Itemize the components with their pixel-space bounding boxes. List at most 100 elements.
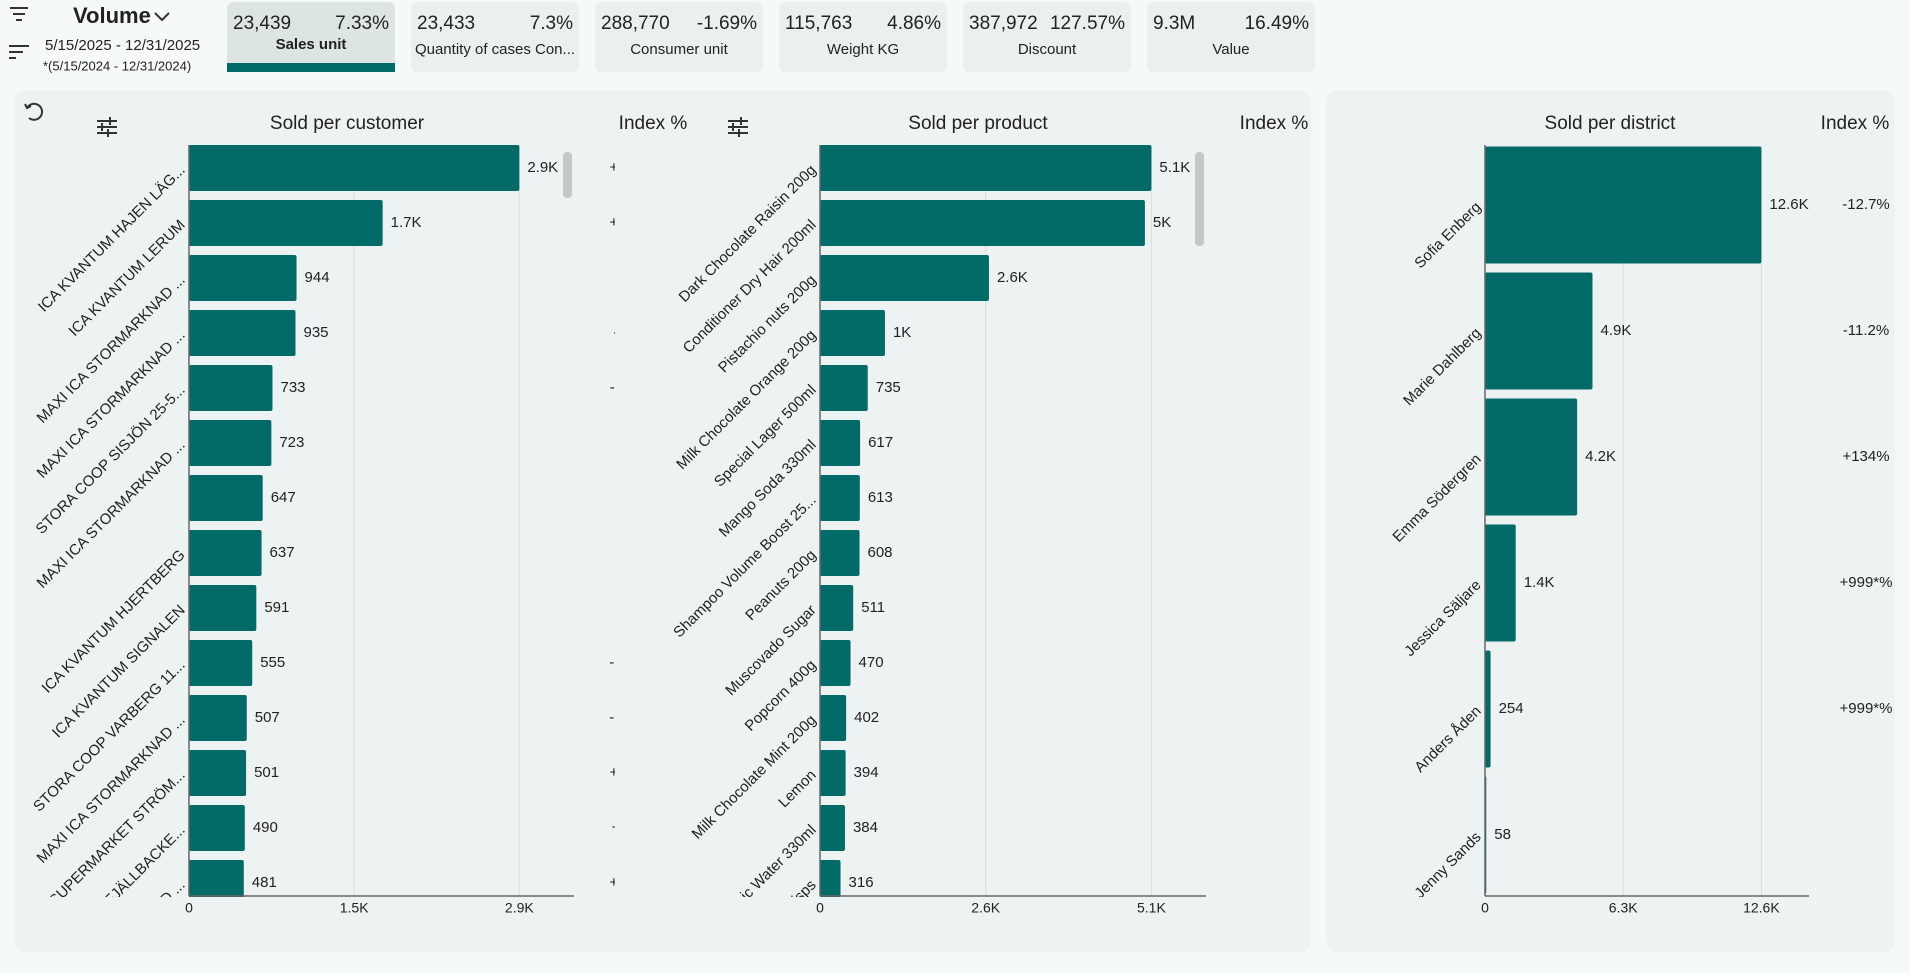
kpi-card[interactable]: 115,763 4.86% Weight KG xyxy=(779,2,947,72)
x-tick-label: 0 xyxy=(185,900,193,916)
value-label: 58 xyxy=(1494,826,1511,843)
index-value: -12.7% xyxy=(1842,196,1890,213)
index-value: +270% xyxy=(609,874,656,891)
bar[interactable] xyxy=(189,145,520,191)
bar[interactable] xyxy=(820,530,860,576)
period: 5/15/2025 - 12/31/2025 xyxy=(45,37,200,54)
kpi-label: Quantity of cases Con... xyxy=(415,41,575,58)
bar[interactable] xyxy=(820,200,1145,246)
bar[interactable] xyxy=(1485,272,1593,390)
bar[interactable] xyxy=(189,860,244,906)
value-label: 470 xyxy=(859,654,884,671)
value-label: 254 xyxy=(1499,700,1524,717)
kpi-card[interactable]: 387,972 127.57% Discount xyxy=(963,2,1131,72)
x-tick-label: 0 xyxy=(1481,900,1489,916)
comparison-period: *(5/15/2024 - 12/31/2024) xyxy=(43,58,191,73)
kpi-card[interactable]: 23,433 7.3% Quantity of cases Con... xyxy=(411,2,579,72)
bar[interactable] xyxy=(820,310,885,356)
kpi-value: 288,770 xyxy=(601,13,670,34)
bar[interactable] xyxy=(1485,146,1762,264)
x-tick-label: 12.6K xyxy=(1743,900,1780,916)
bar[interactable] xyxy=(820,365,868,411)
scrollbar[interactable] xyxy=(563,152,572,198)
bar[interactable] xyxy=(820,585,854,631)
kpi-label: Consumer unit xyxy=(630,41,728,58)
value-label: 1.4K xyxy=(1524,574,1555,591)
bar[interactable] xyxy=(1485,524,1516,642)
kpi-card[interactable]: 288,770 -1.69% Consumer unit xyxy=(595,2,763,72)
kpi-card[interactable]: 23,439 7.33% Sales unit xyxy=(227,2,395,72)
value-label: 735 xyxy=(876,379,901,396)
settings-icon[interactable] xyxy=(97,117,117,137)
bar[interactable] xyxy=(820,860,841,906)
kpi-value: 23,433 xyxy=(417,13,475,34)
bar[interactable] xyxy=(189,365,273,411)
kpi-label: Value xyxy=(1212,41,1249,58)
bar[interactable] xyxy=(820,695,847,741)
refresh-icon[interactable] xyxy=(24,102,44,121)
bar[interactable] xyxy=(189,530,262,576)
kpi-change: 4.86% xyxy=(887,13,941,34)
index-title: Index % xyxy=(1240,113,1309,134)
bar[interactable] xyxy=(189,420,272,466)
value-label: 384 xyxy=(853,819,878,836)
bar[interactable] xyxy=(189,475,263,521)
card-bg xyxy=(411,2,579,72)
bar[interactable] xyxy=(189,805,245,851)
value-label: 647 xyxy=(271,489,296,506)
bar[interactable] xyxy=(1485,650,1491,768)
bar[interactable] xyxy=(189,255,297,301)
value-label: 490 xyxy=(253,819,278,836)
dropdown-arrow[interactable] xyxy=(154,12,170,22)
value-label: 501 xyxy=(254,764,279,781)
kpi-change: 7.3% xyxy=(530,13,573,34)
x-tick-label: 1.5K xyxy=(340,900,369,916)
value-label: 1K xyxy=(893,324,911,341)
sort-icon[interactable] xyxy=(9,45,29,59)
bar[interactable] xyxy=(1485,398,1578,516)
bar[interactable] xyxy=(820,255,989,301)
bar[interactable] xyxy=(189,585,257,631)
value-label: 613 xyxy=(868,489,893,506)
selected-bar xyxy=(227,63,395,72)
kpi-value: 387,972 xyxy=(969,13,1038,34)
kpi-change: 127.57% xyxy=(1050,13,1125,34)
kpi-value: 23,439 xyxy=(233,13,291,34)
bar[interactable] xyxy=(820,420,861,466)
kpi-value: 9.3M xyxy=(1153,13,1195,34)
value-label: 723 xyxy=(279,434,304,451)
kpi-value: 115,763 xyxy=(785,13,852,34)
bar[interactable] xyxy=(189,695,247,741)
settings-icon[interactable] xyxy=(728,117,748,137)
value-label: 733 xyxy=(280,379,305,396)
bar[interactable] xyxy=(820,640,851,686)
kpi-card[interactable]: 9.3M 16.49% Value xyxy=(1147,2,1315,72)
value-label: 617 xyxy=(868,434,893,451)
index-value: +3.8% xyxy=(612,819,655,836)
scrollbar[interactable] xyxy=(1195,152,1204,246)
bar[interactable] xyxy=(820,805,845,851)
value-label: 481 xyxy=(252,874,277,891)
bar[interactable] xyxy=(820,145,1152,191)
bar[interactable] xyxy=(189,310,296,356)
value-label: 637 xyxy=(270,544,295,561)
card-bg xyxy=(595,2,763,72)
bar[interactable] xyxy=(189,640,253,686)
value-label: 2.6K xyxy=(997,269,1028,286)
value-label: 608 xyxy=(868,544,893,561)
value-label: 316 xyxy=(849,874,874,891)
bar[interactable] xyxy=(189,200,383,246)
bar[interactable] xyxy=(820,750,846,796)
card-bg xyxy=(1147,2,1315,72)
bar[interactable] xyxy=(820,475,860,521)
filter-icon[interactable] xyxy=(10,7,28,21)
metric-selector[interactable]: Volume xyxy=(73,3,151,28)
x-tick-label: 2.9K xyxy=(505,900,534,916)
index-value: +999*% xyxy=(1840,574,1893,591)
index-value: -11.2% xyxy=(610,379,656,396)
kpi-change: -1.69% xyxy=(697,13,757,34)
bar[interactable] xyxy=(189,750,247,796)
chart-title: Sold per district xyxy=(1545,113,1677,134)
